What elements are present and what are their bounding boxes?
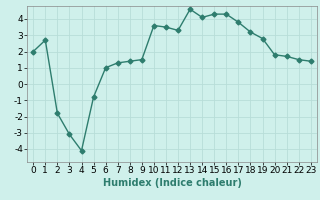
X-axis label: Humidex (Indice chaleur): Humidex (Indice chaleur) (103, 178, 241, 188)
